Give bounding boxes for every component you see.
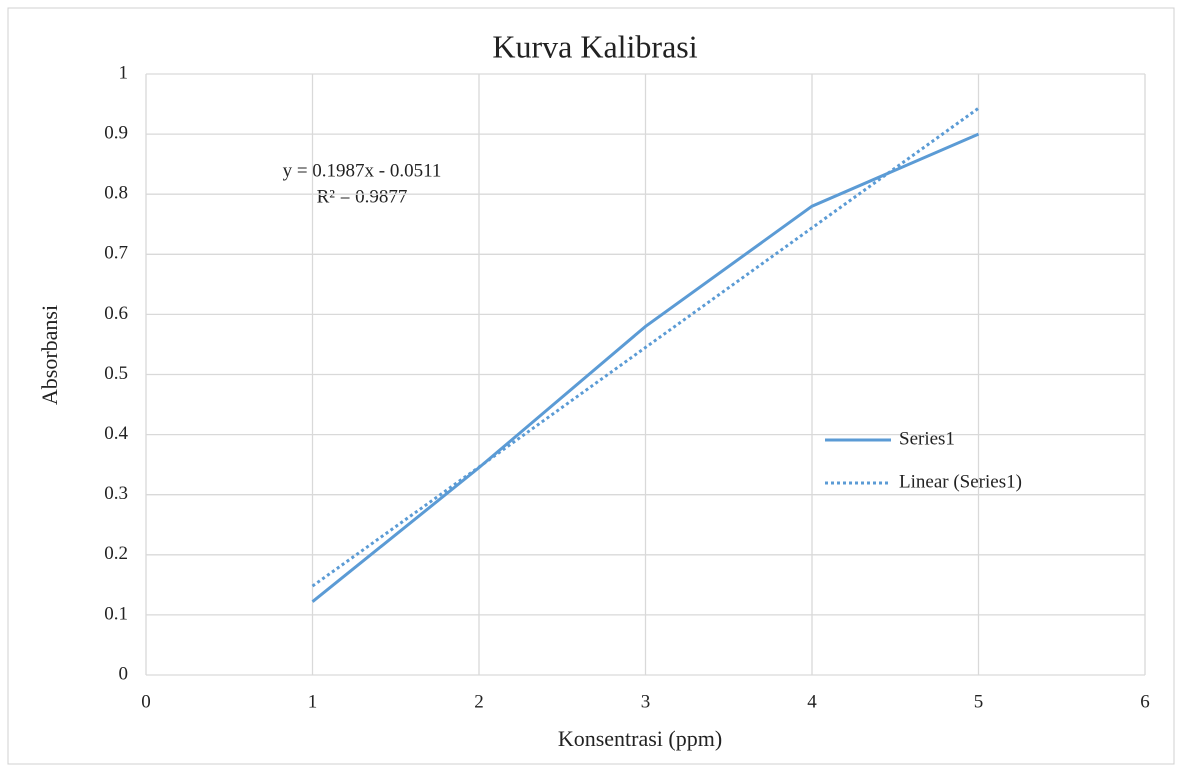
y-tick-label: 0.3 — [104, 483, 128, 504]
series-line — [311, 107, 980, 588]
chart-title: Kurva Kalibrasi — [492, 28, 697, 64]
x-tick-label: 3 — [641, 691, 651, 712]
x-axis-label: Konsentrasi (ppm) — [558, 726, 722, 751]
x-tick-label: 0 — [141, 691, 151, 712]
r-squared: R² = 0.9877 — [317, 186, 408, 207]
x-tick-label: 5 — [974, 691, 984, 712]
y-tick-label: 0.6 — [104, 303, 128, 324]
x-tick-label: 1 — [308, 691, 318, 712]
series-line — [311, 132, 980, 603]
y-tick-label: 0 — [119, 663, 129, 684]
x-tick-label: 4 — [807, 691, 817, 712]
legend-label: Linear (Series1) — [899, 471, 1022, 492]
y-tick-label: 0.2 — [104, 543, 128, 564]
equation: y = 0.1987x - 0.0511 — [283, 160, 442, 181]
y-tick-label: 0.4 — [104, 423, 128, 444]
y-axis-label: Absorbansi — [37, 305, 62, 405]
y-tick-label: 0.1 — [104, 603, 128, 624]
y-tick-label: 0.7 — [104, 243, 128, 264]
legend-label: Series1 — [899, 428, 955, 449]
y-tick-label: 0.9 — [104, 122, 128, 143]
y-tick-label: 0.5 — [104, 363, 128, 384]
y-tick-label: 1 — [119, 62, 129, 83]
x-tick-label: 2 — [474, 691, 484, 712]
y-tick-label: 0.8 — [104, 183, 128, 204]
x-tick-label: 6 — [1140, 691, 1150, 712]
